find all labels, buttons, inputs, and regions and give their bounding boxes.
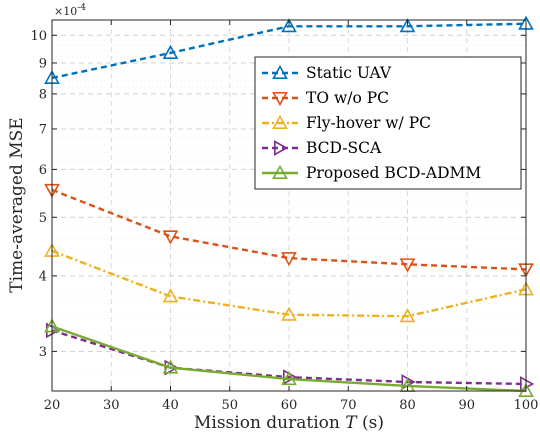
x-tick-label: 50 bbox=[221, 398, 238, 413]
x-tick-label: 20 bbox=[44, 398, 61, 413]
y-tick-label: 5 bbox=[39, 211, 47, 226]
data-point bbox=[162, 359, 179, 374]
data-point bbox=[162, 288, 179, 303]
x-tick-label: 100 bbox=[514, 398, 539, 413]
x-tick-label: 90 bbox=[458, 398, 475, 413]
series-line bbox=[51, 325, 527, 393]
data-point bbox=[162, 44, 179, 59]
legend-label: TO w/o PC bbox=[306, 89, 389, 107]
legend-entry: Static UAV bbox=[262, 64, 392, 82]
x-tick-label: 40 bbox=[162, 398, 179, 413]
y-tick-label: 7 bbox=[39, 122, 47, 137]
y-tick-label: 6 bbox=[39, 163, 47, 178]
data-point bbox=[399, 258, 416, 273]
legend-entry: Fly-hover w/ PC bbox=[262, 114, 431, 132]
x-tick-label: 30 bbox=[103, 398, 120, 413]
y-tick-label: 4 bbox=[39, 269, 47, 284]
series-2 bbox=[44, 242, 534, 323]
series-layer bbox=[44, 15, 535, 398]
y-exponent: ×10-4 bbox=[54, 3, 86, 18]
legend-entry: TO w/o PC bbox=[262, 89, 389, 107]
legend-entry: Proposed BCD-ADMM bbox=[262, 164, 481, 182]
data-point bbox=[281, 370, 297, 386]
y-tick-label: 9 bbox=[39, 56, 47, 71]
data-point bbox=[281, 306, 297, 321]
legend-marker bbox=[272, 92, 288, 107]
legend-marker bbox=[273, 140, 289, 156]
x-tick-label: 70 bbox=[340, 398, 357, 413]
legend-marker bbox=[272, 64, 288, 79]
y-tick-label: 8 bbox=[39, 87, 47, 102]
y-tick-label: 3 bbox=[39, 345, 47, 360]
series-line bbox=[51, 188, 527, 271]
legend-box bbox=[254, 56, 522, 190]
series-line bbox=[51, 249, 527, 318]
legend-label: Proposed BCD-ADMM bbox=[306, 164, 481, 182]
legend-marker bbox=[272, 164, 288, 179]
data-point bbox=[162, 230, 179, 245]
series-line bbox=[51, 22, 527, 80]
legend-marker bbox=[272, 114, 288, 129]
series-line bbox=[51, 329, 527, 386]
legend-label: Fly-hover w/ PC bbox=[306, 114, 431, 132]
data-point bbox=[281, 18, 297, 33]
x-axis-label: Mission duration T (s) bbox=[194, 413, 384, 433]
legend: Static UAV TO w/o PC Fly-hover w/ PC BCD-SC… bbox=[254, 56, 522, 190]
data-point bbox=[399, 18, 416, 33]
legend-label: BCD-SCA bbox=[306, 139, 382, 157]
x-tick-label: 80 bbox=[399, 398, 416, 413]
data-point bbox=[281, 252, 297, 267]
data-point bbox=[399, 308, 416, 323]
y-tick-label: 10 bbox=[30, 29, 47, 44]
data-point bbox=[518, 382, 534, 398]
x-tick-label: 60 bbox=[281, 398, 298, 413]
ticks-layer: 20 30 40 50 60 70 80 90 100 3 4 5 6 7 8 9 10 bbox=[30, 20, 538, 413]
legend-entry: BCD-SCA bbox=[262, 139, 382, 157]
y-axis-label: Time-averaged MSE bbox=[7, 117, 27, 292]
data-point bbox=[164, 359, 179, 376]
legend-label: Static UAV bbox=[306, 64, 392, 82]
